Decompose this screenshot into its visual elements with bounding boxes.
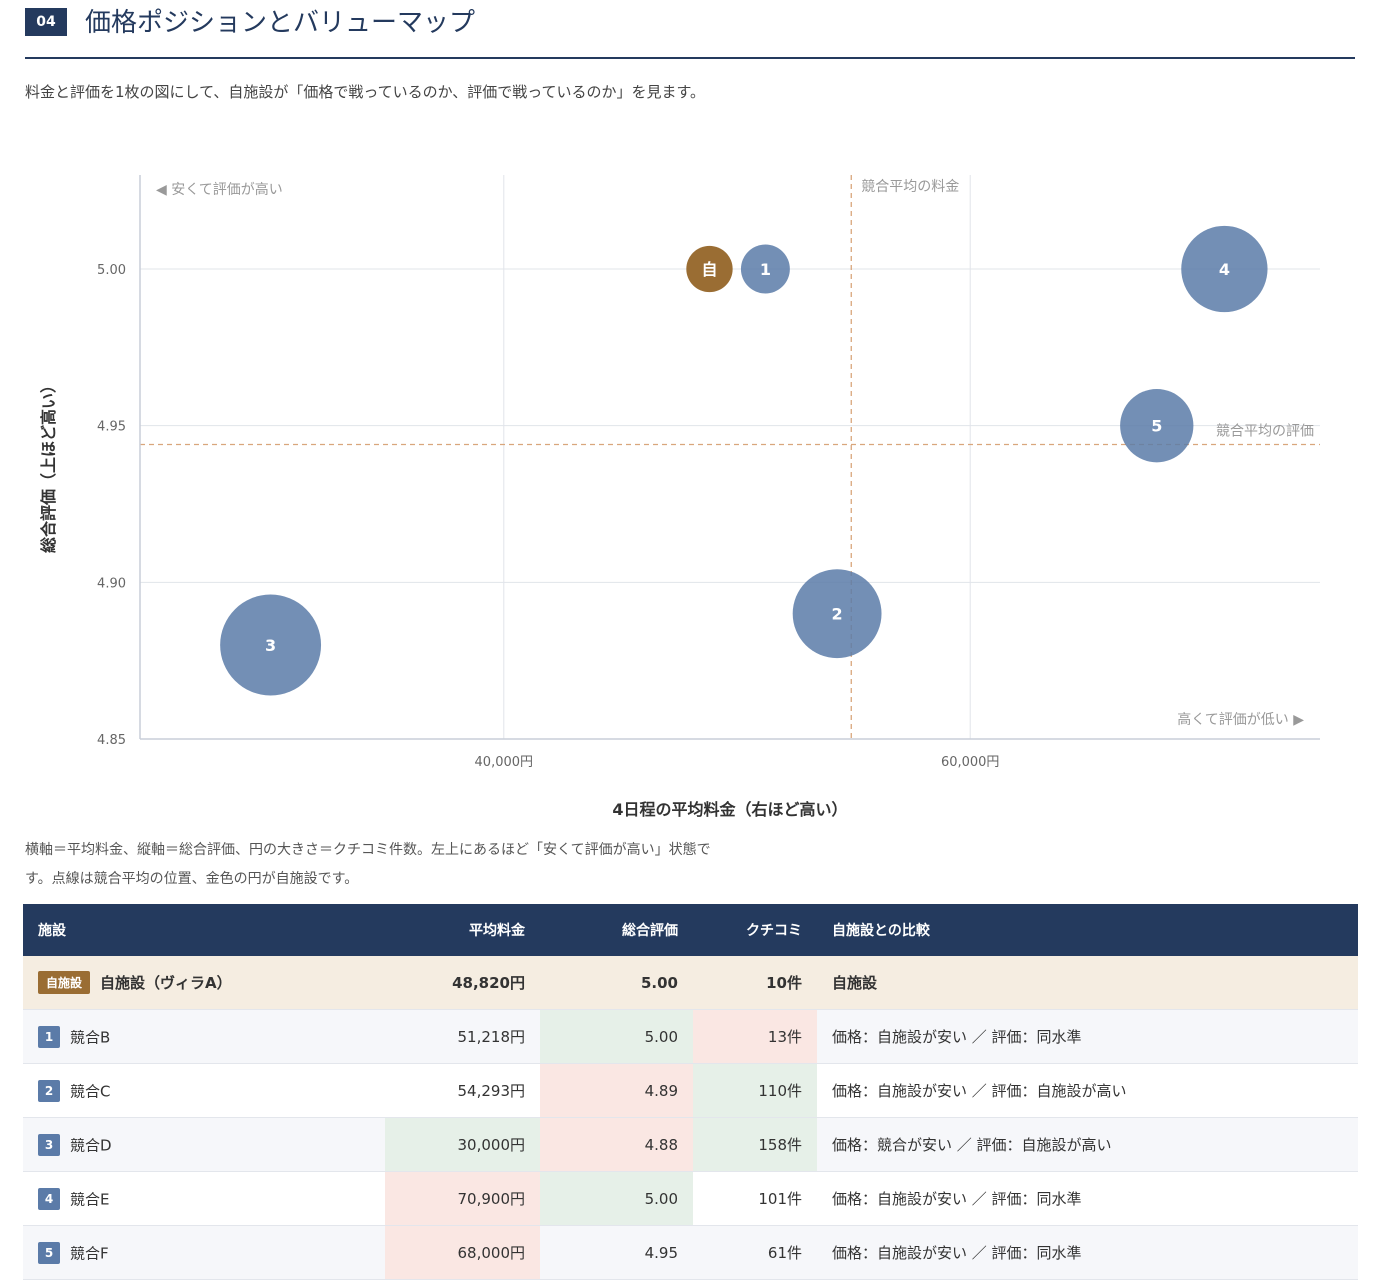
y-tick-label: 4.90	[97, 576, 126, 591]
y-axis-title: 総合評価（上ほど高い）	[39, 377, 58, 553]
price-cell: 68,000円	[385, 1225, 540, 1280]
number-badge: 4	[38, 1187, 60, 1210]
competitor-bubble	[1120, 389, 1194, 463]
reviews-cell: 61件	[693, 1225, 817, 1280]
x-axis-title: 4日程の平均料金（右ほど高い）	[612, 800, 847, 819]
facility-name: 自施設（ヴィラA）	[100, 974, 232, 992]
col-price: 平均料金	[385, 904, 540, 956]
bubble-label: 4	[1219, 260, 1230, 279]
competitor-bubble	[1181, 225, 1268, 313]
bubble-label: 2	[832, 605, 843, 624]
competitor-bubble	[792, 569, 882, 659]
reviews-cell: 13件	[693, 1009, 817, 1064]
reviews-cell: 158件	[693, 1117, 817, 1172]
rating-cell: 4.88	[540, 1117, 693, 1172]
y-tick-label: 4.85	[97, 733, 126, 748]
table-row: 4 競合E 70,900円 5.00 101件 価格：自施設が安い ／ 評価：同水…	[23, 1171, 1358, 1226]
reviews-cell: 101件	[693, 1171, 817, 1226]
bubble-label: 自	[701, 260, 717, 279]
rating-cell: 4.95	[540, 1225, 693, 1280]
section-header: 04 価格ポジションとバリューマップ	[25, 0, 1355, 59]
number-badge: 2	[38, 1079, 60, 1102]
rating-cell: 4.89	[540, 1063, 693, 1118]
facility-name: 競合D	[70, 1136, 112, 1154]
y-tick-label: 5.00	[97, 263, 126, 278]
rating-cell: 5.00	[540, 1171, 693, 1226]
compare-cell: 価格：自施設が安い ／ 評価：同水準	[817, 1009, 1358, 1064]
data-points: 1 2 3 4 5 自	[220, 225, 1268, 696]
col-reviews: クチコミ	[693, 904, 817, 956]
x-tick-label: 60,000円	[941, 755, 1000, 770]
facility-name: 競合C	[70, 1082, 111, 1100]
facility-name: 競合F	[70, 1244, 109, 1262]
compare-cell: 価格：自施設が安い ／ 評価：同水準	[817, 1171, 1358, 1226]
number-badge: 5	[38, 1241, 60, 1264]
table-header-row: 施設 平均料金 総合評価 クチコミ 自施設との比較	[23, 904, 1358, 956]
price-cell: 30,000円	[385, 1117, 540, 1172]
table-row: 1 競合B 51,218円 5.00 13件 価格：自施設が安い ／ 評価：同水準	[23, 1009, 1358, 1064]
section-title: 価格ポジションとバリューマップ	[85, 8, 476, 38]
rating-cell: 5.00	[540, 1009, 693, 1064]
col-compare: 自施設との比較	[817, 904, 1358, 956]
table-row: 5 競合F 68,000円 4.95 61件 価格：自施設が安い ／ 評価：同水準	[23, 1225, 1358, 1280]
own-badge: 自施設	[38, 971, 91, 994]
chart-note: 横軸＝平均料金、縦軸＝総合評価、円の大きさ＝クチコミ件数。左上にあるほど「安くて…	[25, 842, 711, 887]
bubble-label: 1	[760, 260, 771, 279]
axes: 4.85 4.90 4.95 5.00 40,000円 60,000円 4日程の平均料金（右…	[39, 175, 1320, 819]
corner-label-top-left: ◀ 安くて評価が高い	[156, 181, 283, 198]
price-cell: 51,218円	[385, 1009, 540, 1064]
number-badge: 3	[38, 1133, 60, 1156]
avg-rating-label: 競合平均の評価	[1216, 423, 1314, 439]
table-row: 2 競合C 54,293円 4.89 110件 価格：自施設が安い ／ 評価：自施…	[23, 1063, 1358, 1118]
col-rating: 総合評価	[540, 904, 693, 956]
value-map-chart: 4.85 4.90 4.95 5.00 40,000円 60,000円 4日程の平均料金（右…	[39, 175, 1320, 819]
number-badge: 1	[38, 1025, 60, 1048]
facility-name: 競合E	[70, 1190, 110, 1208]
facility-cell: 自施設 自施設（ヴィラA）	[23, 956, 385, 1010]
compare-cell: 価格：競合が安い ／ 評価：自施設が高い	[817, 1117, 1358, 1172]
comparison-table: 施設 平均料金 総合評価 クチコミ 自施設との比較 自施設 自施設（ヴィラA） 4…	[23, 904, 1358, 1280]
facility-name: 競合B	[70, 1028, 111, 1046]
competitor-bubble	[740, 244, 790, 294]
compare-cell: 自施設	[817, 956, 1358, 1010]
table-row: 3 競合D 30,000円 4.88 158件 価格：競合が安い ／ 評価：自施設…	[23, 1117, 1358, 1172]
facility-cell: 3 競合D	[23, 1117, 385, 1172]
price-cell: 48,820円	[385, 956, 540, 1010]
facility-cell: 4 競合E	[23, 1171, 385, 1226]
price-cell: 54,293円	[385, 1063, 540, 1118]
avg-price-label: 競合平均の料金	[861, 179, 959, 195]
rating-cell: 5.00	[540, 956, 693, 1010]
facility-cell: 5 競合F	[23, 1225, 385, 1280]
col-facility: 施設	[23, 904, 385, 956]
facility-cell: 1 競合B	[23, 1009, 385, 1064]
x-tick-label: 40,000円	[475, 755, 534, 770]
y-tick-label: 4.95	[97, 420, 126, 435]
table-row-own: 自施設 自施設（ヴィラA） 48,820円 5.00 10件 自施設	[23, 956, 1358, 1010]
section-number-badge: 04	[25, 8, 67, 36]
price-cell: 70,900円	[385, 1171, 540, 1226]
corner-label-bottom-right: 高くて評価が低い ▶	[1177, 711, 1304, 728]
bubble-label: 5	[1151, 417, 1162, 436]
reviews-cell: 10件	[693, 956, 817, 1010]
reviews-cell: 110件	[693, 1063, 817, 1118]
facility-cell: 2 競合C	[23, 1063, 385, 1118]
compare-cell: 価格：自施設が安い ／ 評価：同水準	[817, 1225, 1358, 1280]
intro-text: 料金と評価を1枚の図にして、自施設が「価格で戦っているのか、評価で戦っているのか…	[25, 83, 706, 101]
bubble-label: 3	[265, 636, 276, 655]
competitor-bubble	[220, 594, 322, 696]
own-bubble	[686, 245, 733, 293]
compare-cell: 価格：自施設が安い ／ 評価：自施設が高い	[817, 1063, 1358, 1118]
